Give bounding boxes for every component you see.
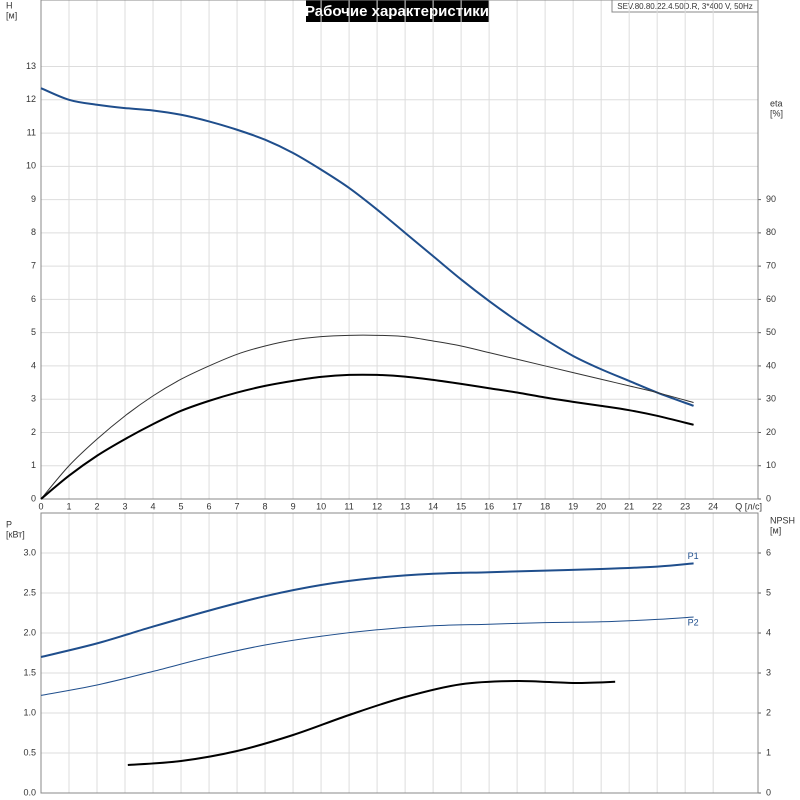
y-tick-label: 2 bbox=[31, 427, 36, 437]
y-tick-label: 7 bbox=[31, 261, 36, 271]
x-tick-label: 19 bbox=[568, 501, 578, 511]
y2-tick-label: 6 bbox=[766, 547, 771, 557]
x-tick-label: 13 bbox=[400, 501, 410, 511]
y2-tick-label: 2 bbox=[766, 707, 771, 717]
x-tick-label: 10 bbox=[316, 501, 326, 511]
y2-tick-label: 0 bbox=[766, 493, 771, 503]
y-axis-label: [м] bbox=[6, 10, 17, 20]
x-tick-label: 22 bbox=[652, 501, 662, 511]
x-tick-label: 16 bbox=[484, 501, 494, 511]
y-tick-label: 3 bbox=[31, 394, 36, 404]
y2-axis-label: NPSH bbox=[770, 515, 795, 525]
chart-title: Рабочие характеристики bbox=[305, 3, 489, 20]
y2-tick-label: 50 bbox=[766, 327, 776, 337]
y-tick-label: 0.0 bbox=[23, 787, 36, 797]
y2-axis-label: eta bbox=[770, 98, 783, 108]
y-axis-label: H bbox=[6, 0, 13, 10]
y2-axis-label: [%] bbox=[770, 108, 783, 118]
y-tick-label: 2.0 bbox=[23, 627, 36, 637]
x-tick-label: 0 bbox=[38, 501, 43, 511]
x-tick-label: 15 bbox=[456, 501, 466, 511]
y-tick-label: 4 bbox=[31, 360, 36, 370]
x-tick-label: 5 bbox=[179, 501, 184, 511]
y2-tick-label: 0 bbox=[766, 787, 771, 797]
y-tick-label: 3.0 bbox=[23, 547, 36, 557]
y-axis-label: [кВт] bbox=[6, 529, 25, 539]
y-axis-label: P bbox=[6, 519, 12, 529]
x-tick-label: 9 bbox=[291, 501, 296, 511]
y2-tick-label: 1 bbox=[766, 747, 771, 757]
x-tick-label: 20 bbox=[596, 501, 606, 511]
series-line bbox=[127, 679, 616, 766]
y-tick-label: 0 bbox=[31, 493, 36, 503]
y-tick-label: 12 bbox=[26, 94, 36, 104]
y-tick-label: 8 bbox=[31, 227, 36, 237]
x-tick-label: 21 bbox=[624, 501, 634, 511]
y-tick-label: 1 bbox=[31, 460, 36, 470]
y-tick-label: 9 bbox=[31, 194, 36, 204]
x-tick-label: 6 bbox=[207, 501, 212, 511]
x-tick-label: 8 bbox=[263, 501, 268, 511]
y-tick-label: 13 bbox=[26, 61, 36, 71]
x-tick-label: 24 bbox=[708, 501, 718, 511]
series-line bbox=[40, 562, 694, 658]
series-line bbox=[40, 87, 694, 407]
y2-tick-label: 4 bbox=[766, 627, 771, 637]
y-tick-label: 1.0 bbox=[23, 707, 36, 717]
series-line bbox=[40, 616, 694, 696]
y2-tick-label: 30 bbox=[766, 394, 776, 404]
x-tick-label: 7 bbox=[235, 501, 240, 511]
y2-tick-label: 90 bbox=[766, 194, 776, 204]
x-tick-label: 23 bbox=[680, 501, 690, 511]
y2-tick-label: 60 bbox=[766, 294, 776, 304]
y2-tick-label: 70 bbox=[766, 261, 776, 271]
plot-frame bbox=[40, 0, 759, 500]
series-label: P2 bbox=[688, 617, 699, 627]
x-tick-label: 2 bbox=[95, 501, 100, 511]
y2-axis-label: [м] bbox=[770, 525, 781, 535]
y2-tick-label: 5 bbox=[766, 587, 771, 597]
x-tick-label: 4 bbox=[151, 501, 156, 511]
x-tick-label: 1 bbox=[67, 501, 72, 511]
x-axis-label: Q [л/с] bbox=[735, 501, 762, 511]
y-tick-label: 0.5 bbox=[23, 747, 36, 757]
x-tick-label: 17 bbox=[512, 501, 522, 511]
series-line bbox=[40, 334, 694, 500]
x-tick-label: 12 bbox=[372, 501, 382, 511]
y2-tick-label: 20 bbox=[766, 427, 776, 437]
series-line bbox=[40, 373, 694, 500]
y2-tick-label: 10 bbox=[766, 460, 776, 470]
y-tick-label: 2.5 bbox=[23, 587, 36, 597]
title-box bbox=[306, 0, 489, 22]
y2-tick-label: 80 bbox=[766, 227, 776, 237]
x-tick-label: 14 bbox=[428, 501, 438, 511]
plot-frame bbox=[40, 512, 759, 794]
y2-tick-label: 3 bbox=[766, 667, 771, 677]
y-tick-label: 5 bbox=[31, 327, 36, 337]
y-tick-label: 6 bbox=[31, 294, 36, 304]
x-tick-label: 18 bbox=[540, 501, 550, 511]
x-tick-label: 3 bbox=[123, 501, 128, 511]
y2-tick-label: 40 bbox=[766, 360, 776, 370]
y-tick-label: 10 bbox=[26, 161, 36, 171]
series-label: P1 bbox=[688, 551, 699, 561]
x-tick-label: 11 bbox=[344, 501, 353, 511]
y-tick-label: 11 bbox=[27, 127, 36, 137]
y-tick-label: 1.5 bbox=[23, 667, 36, 677]
